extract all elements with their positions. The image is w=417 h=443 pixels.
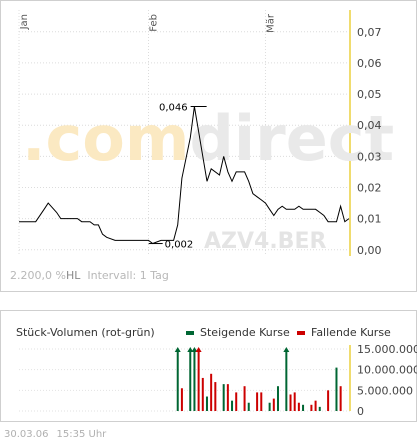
price-tick-label: 0,04 [357,119,382,132]
price-tick-label: 0,05 [357,88,382,101]
chart-info: 2.200,0 %HL Intervall: 1 Tag [10,269,169,282]
footer: 30.03.06 15:35 Uhr [4,429,114,440]
legend-rising-swatch [186,331,194,335]
range-value: 2.200,0 [10,269,52,282]
price-annotations: 0,046 0,002 [148,103,207,251]
interval-label: Intervall: 1 Tag [87,269,169,282]
price-tick-label: 0,01 [357,213,382,226]
legend-falling: Fallende Kurse [297,326,391,339]
price-tick-label: 0,03 [357,150,382,163]
legend-falling-label: Fallende Kurse [311,326,391,339]
legend-rising-label: Steigende Kurse [200,326,290,339]
price-series-line [19,106,350,245]
month-label: Feb [148,14,159,32]
watermark-symbol: AZV4.BER [204,229,326,254]
footer-time: 15:35 Uhr [56,429,107,440]
price-grid [18,10,351,256]
range-unit: % [55,269,66,282]
volume-chart-panel [0,310,417,422]
volume-title: Stück-Volumen (rot-grün) [16,326,155,339]
month-label: Mär [265,13,276,33]
price-y-axis: 0,00 0,01 0,02 0,03 0,04 0,05 0,06 0,07 [357,26,382,257]
high-label: 0,046 [159,103,188,114]
price-chart-panel [0,0,417,292]
price-chart: .comdirect AZV4.BER Jan Feb Mär 0,000,010,… [18,10,394,257]
footer-date: 30.03.06 [4,429,49,440]
legend-rising: Steigende Kurse [186,326,290,339]
legend-falling-swatch [297,331,305,335]
month-labels: Jan Feb Mär [19,13,276,33]
month-label: Jan [19,14,30,30]
price-tick-label: 0,00 [357,244,382,257]
price-tick-label: 0,06 [357,57,382,70]
watermark-logo: .comdirect [22,102,394,175]
price-tick-label: 0,07 [357,26,382,39]
price-tick-label: 0,02 [357,181,382,194]
hl-label: HL [65,269,81,282]
low-label: 0,002 [165,240,194,251]
